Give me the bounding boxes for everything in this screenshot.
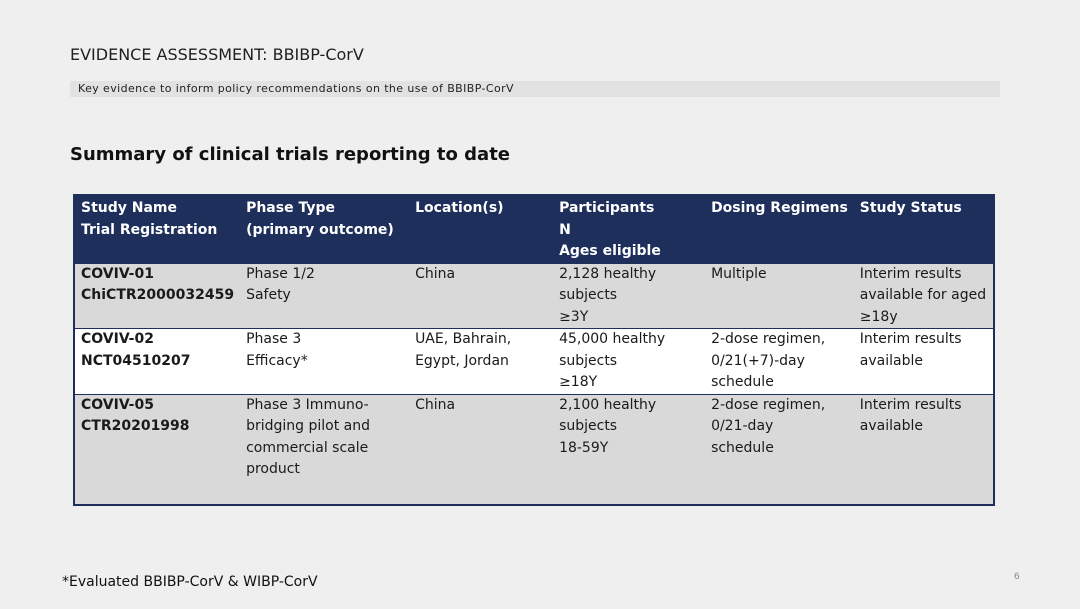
cell-study-name: COVIV-01 ChiCTR2000032459	[74, 263, 241, 329]
header-line: Phase Type	[246, 200, 335, 216]
cell-line: Interim results	[859, 331, 962, 347]
cell-line: 0/21-day	[711, 418, 774, 434]
cell-participants: 2,128 healthy subjects ≥3Y	[553, 263, 706, 329]
cell-line: 45,000 healthy	[559, 331, 666, 347]
cell-line: NCT04510207	[81, 352, 191, 369]
cell-line: Phase 1/2	[246, 265, 315, 282]
cell-line: COVIV-01	[81, 265, 154, 282]
cell-phase-type: Phase 3 Immuno- bridging pilot and comme…	[240, 394, 410, 505]
header-study-name: Study Name Trial Registration	[74, 195, 241, 263]
cell-line: subjects	[559, 418, 618, 434]
header-line: Location(s)	[415, 200, 504, 216]
cell-line: subjects	[559, 287, 618, 303]
cell-line: bridging pilot and	[246, 418, 370, 434]
slide-eyebrow-title: EVIDENCE ASSESSMENT: BBIBP-CorV	[70, 45, 364, 64]
table-body: COVIV-01 ChiCTR2000032459 Phase 1/2 Safe…	[74, 263, 994, 505]
cell-line: available	[859, 352, 923, 369]
cell-phase-type: Phase 3 Efficacy*	[240, 328, 410, 394]
cell-line: COVIV-05	[81, 396, 154, 413]
header-line: (primary outcome)	[246, 221, 394, 238]
cell-line: China	[415, 396, 456, 413]
cell-line: Phase 3	[246, 331, 302, 347]
table-row-coviv-01: COVIV-01 ChiCTR2000032459 Phase 1/2 Safe…	[74, 263, 994, 329]
cell-line: ≥18y	[859, 308, 898, 325]
cell-participants: 45,000 healthy subjects ≥18Y	[553, 328, 706, 394]
cell-participants: 2,100 healthy subjects 18-59Y	[553, 394, 706, 505]
key-evidence-bar: Key evidence to inform policy recommenda…	[70, 81, 1000, 97]
section-title: Summary of clinical trials reporting to …	[70, 144, 511, 165]
table-header: Study Name Trial Registration Phase Type…	[74, 195, 994, 263]
cell-dosing: 2-dose regimen, 0/21(+7)-day schedule	[705, 328, 854, 394]
cell-dosing: Multiple	[705, 263, 854, 329]
cell-line: schedule	[711, 374, 774, 390]
cell-line: CTR20201998	[81, 418, 190, 434]
cell-line: Safety	[246, 287, 291, 303]
cell-line: ChiCTR2000032459	[81, 287, 235, 303]
cell-status: Interim results available	[853, 394, 994, 505]
header-line: Trial Registration	[81, 221, 218, 238]
table-row-coviv-05: COVIV-05 CTR20201998 Phase 3 Immuno- bri…	[74, 394, 994, 505]
header-dosing-regimens: Dosing Regimens	[705, 195, 854, 263]
header-locations: Location(s)	[409, 195, 554, 263]
cell-line: 2,100 healthy	[559, 396, 657, 413]
header-line: Study Name	[81, 200, 178, 216]
cell-line: product	[246, 461, 300, 477]
cell-dosing: 2-dose regimen, 0/21-day schedule	[705, 394, 854, 505]
cell-locations: China	[409, 394, 554, 505]
cell-line: Interim results	[859, 265, 962, 282]
header-participants: Participants N Ages eligible	[553, 195, 706, 263]
clinical-trials-table: Study Name Trial Registration Phase Type…	[73, 194, 995, 506]
cell-line: Efficacy*	[246, 352, 308, 369]
cell-line: schedule	[711, 439, 774, 456]
header-phase-type: Phase Type (primary outcome)	[240, 195, 410, 263]
header-line: Participants	[559, 200, 655, 216]
cell-study-name: COVIV-02 NCT04510207	[74, 328, 241, 394]
cell-line: 18-59Y	[559, 439, 609, 456]
cell-line: UAE, Bahrain,	[415, 331, 512, 347]
cell-locations: China	[409, 263, 554, 329]
table-row-coviv-02: COVIV-02 NCT04510207 Phase 3 Efficacy* U…	[74, 328, 994, 394]
cell-line: available	[859, 418, 923, 434]
cell-phase-type: Phase 1/2 Safety	[240, 263, 410, 329]
cell-line: Multiple	[711, 265, 767, 282]
cell-line: 2-dose regimen,	[711, 331, 826, 347]
cell-study-name: COVIV-05 CTR20201998	[74, 394, 241, 505]
cell-line: Interim results	[859, 396, 962, 413]
cell-line: China	[415, 265, 456, 282]
cell-line: COVIV-02	[81, 331, 154, 347]
cell-line: 2-dose regimen,	[711, 396, 826, 413]
cell-line: ≥3Y	[559, 308, 589, 325]
footnote: *Evaluated BBIBP-CorV & WIBP-CorV	[62, 574, 318, 590]
cell-status: Interim results available for aged ≥18y	[853, 263, 994, 329]
header-line: Study Status	[859, 200, 962, 216]
cell-line: Phase 3 Immuno-	[246, 396, 369, 413]
header-line: Dosing Regimens	[711, 200, 848, 216]
header-line: Ages eligible	[559, 243, 661, 259]
cell-line: subjects	[559, 352, 618, 369]
cell-line: Egypt, Jordan	[415, 352, 509, 369]
cell-locations: UAE, Bahrain, Egypt, Jordan	[409, 328, 554, 394]
cell-status: Interim results available	[853, 328, 994, 394]
cell-line: commercial scale	[246, 439, 369, 456]
header-line: N	[559, 221, 571, 238]
header-study-status: Study Status	[853, 195, 994, 263]
cell-line: 0/21(+7)-day	[711, 352, 805, 369]
page-number: 6	[1014, 572, 1020, 582]
cell-line: ≥18Y	[559, 374, 598, 390]
cell-line: 2,128 healthy	[559, 265, 657, 282]
table-header-row: Study Name Trial Registration Phase Type…	[74, 195, 994, 263]
cell-line: available for aged	[859, 287, 987, 303]
